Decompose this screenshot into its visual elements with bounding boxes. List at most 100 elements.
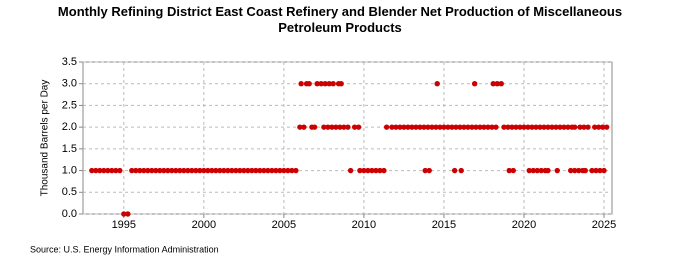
data-point <box>506 167 512 174</box>
data-point <box>121 211 127 217</box>
data-point <box>526 167 532 174</box>
data-point <box>233 167 239 174</box>
data-point <box>600 124 606 130</box>
y-tick-label: 0.5 <box>62 186 77 198</box>
data-point <box>493 124 499 130</box>
data-point <box>604 124 610 130</box>
data-point <box>565 124 571 130</box>
data-point <box>269 167 275 174</box>
data-point <box>451 167 458 174</box>
data-point <box>393 124 399 130</box>
data-point <box>597 167 603 174</box>
data-point <box>458 167 464 174</box>
data-point <box>529 124 535 130</box>
data-point <box>277 167 283 174</box>
data-point <box>157 167 163 174</box>
data-point <box>596 124 602 130</box>
y-tick-label: 1.0 <box>62 164 77 176</box>
chart-title: Monthly Refining District East Coast Ref… <box>57 4 623 35</box>
data-point <box>241 167 247 174</box>
data-point <box>355 124 362 130</box>
data-point <box>525 124 531 130</box>
data-point <box>494 81 500 87</box>
data-point <box>347 167 354 174</box>
y-tick-label: 0.0 <box>62 208 77 220</box>
data-point <box>473 124 479 130</box>
data-point <box>449 124 455 130</box>
data-point <box>153 167 159 174</box>
y-tick-label: 3.0 <box>62 78 77 90</box>
data-point <box>413 124 419 130</box>
data-point <box>453 124 459 130</box>
data-point <box>405 124 411 130</box>
data-point <box>297 124 303 130</box>
data-point <box>105 167 111 174</box>
data-point <box>125 211 131 217</box>
data-point <box>377 167 383 174</box>
data-point <box>469 124 475 130</box>
data-point <box>289 167 295 174</box>
data-point <box>173 167 179 174</box>
data-point <box>369 167 375 174</box>
data-point <box>541 124 547 130</box>
data-point <box>273 167 279 174</box>
data-point <box>197 167 203 174</box>
data-point <box>409 124 415 130</box>
data-point <box>169 167 175 174</box>
data-point <box>145 167 151 174</box>
data-point <box>585 124 591 130</box>
data-point <box>521 124 527 130</box>
data-point <box>538 167 544 174</box>
data-point <box>545 124 551 130</box>
data-point <box>101 167 107 174</box>
data-point <box>582 167 588 174</box>
data-point <box>534 167 540 174</box>
data-point <box>505 124 511 130</box>
source-note: Source: U.S. Energy Information Administ… <box>30 244 219 254</box>
plot-frame <box>82 61 613 215</box>
data-point <box>149 167 155 174</box>
data-point <box>189 167 195 174</box>
x-tick-label: 1995 <box>112 219 136 231</box>
data-point <box>489 124 495 130</box>
data-point <box>117 167 123 174</box>
data-point <box>517 124 523 130</box>
data-point <box>298 81 304 87</box>
data-point <box>577 124 583 130</box>
data-point <box>589 167 595 174</box>
data-point <box>285 167 291 174</box>
data-point <box>281 167 287 174</box>
data-point <box>537 124 543 130</box>
data-point <box>576 167 582 174</box>
data-point <box>177 167 183 174</box>
data-point <box>322 81 328 87</box>
y-tick-label: 1.5 <box>62 143 77 155</box>
data-point <box>341 124 347 130</box>
x-tick-label: 2025 <box>592 219 616 231</box>
data-point <box>265 167 271 174</box>
data-point <box>465 124 471 130</box>
data-point <box>109 167 115 174</box>
data-point <box>137 167 143 174</box>
data-point <box>330 81 336 87</box>
data-point <box>361 167 367 174</box>
data-point <box>401 124 407 130</box>
data-point <box>509 124 515 130</box>
data-point <box>221 167 227 174</box>
data-point <box>97 167 103 174</box>
x-tick-label: 2005 <box>272 219 296 231</box>
data-point <box>338 81 344 87</box>
data-point <box>301 124 307 130</box>
data-point <box>209 167 215 174</box>
data-point <box>318 81 324 87</box>
data-point <box>434 81 440 87</box>
data-point <box>389 124 395 130</box>
data-point <box>592 124 598 130</box>
data-point <box>345 124 351 130</box>
data-point <box>333 124 339 130</box>
data-point <box>161 167 167 174</box>
y-axis-label: Thousand Barrels per Day <box>40 80 51 197</box>
data-point <box>165 167 171 174</box>
